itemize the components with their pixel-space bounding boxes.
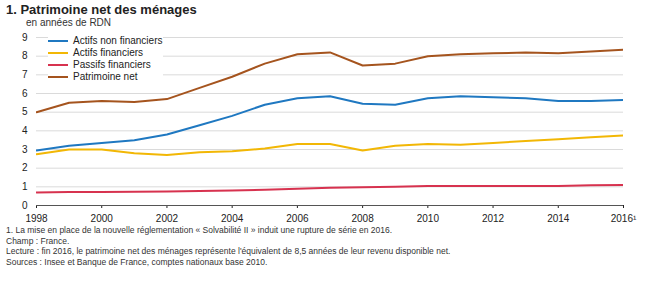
svg-text:6: 6 xyxy=(22,88,28,99)
svg-text:2012: 2012 xyxy=(482,213,505,224)
html-text:Actifs financiers: Actifs financiers xyxy=(73,47,143,58)
svg-text:1998: 1998 xyxy=(25,213,48,224)
svg-text:2: 2 xyxy=(22,162,28,173)
html-text:en années de RDN: en années de RDN xyxy=(26,17,112,28)
svg-text:7: 7 xyxy=(22,69,28,80)
svg-text:2004: 2004 xyxy=(221,213,244,224)
svg-text:0: 0 xyxy=(22,200,28,211)
html-text:Sources : Insee et Banque de F: Sources : Insee et Banque de France, com… xyxy=(6,256,268,267)
svg-text:2000: 2000 xyxy=(91,213,114,224)
svg-text:9: 9 xyxy=(22,32,28,43)
svg-text:3: 3 xyxy=(22,144,28,155)
svg-text:4: 4 xyxy=(22,125,28,136)
svg-text:8: 8 xyxy=(22,50,28,61)
html-text:Champ : France.: Champ : France. xyxy=(6,235,70,246)
svg-text:2008: 2008 xyxy=(351,213,374,224)
svg-text:5: 5 xyxy=(22,106,28,117)
svg-text:2010: 2010 xyxy=(417,213,440,224)
svg-text:1: 1 xyxy=(22,181,28,192)
html-text:Actifs non financiers: Actifs non financiers xyxy=(73,35,163,46)
html-text:Patrimoine net: Patrimoine net xyxy=(73,71,138,82)
svg-text:2014: 2014 xyxy=(547,213,570,224)
svg-text:2006: 2006 xyxy=(286,213,309,224)
svg-text:2002: 2002 xyxy=(156,213,179,224)
html-text:Lecture : fin 2016, le patrimo: Lecture : fin 2016, le patrimoine net de… xyxy=(6,246,451,256)
html-text:1. Patrimoine net des ménages: 1. Patrimoine net des ménages xyxy=(6,2,197,17)
svg-text:2016¹: 2016¹ xyxy=(611,213,637,224)
html-text:1. La mise en place de la nouv: 1. La mise en place de la nouvelle régle… xyxy=(6,225,393,235)
html-text:Passifs financiers: Passifs financiers xyxy=(73,59,151,70)
